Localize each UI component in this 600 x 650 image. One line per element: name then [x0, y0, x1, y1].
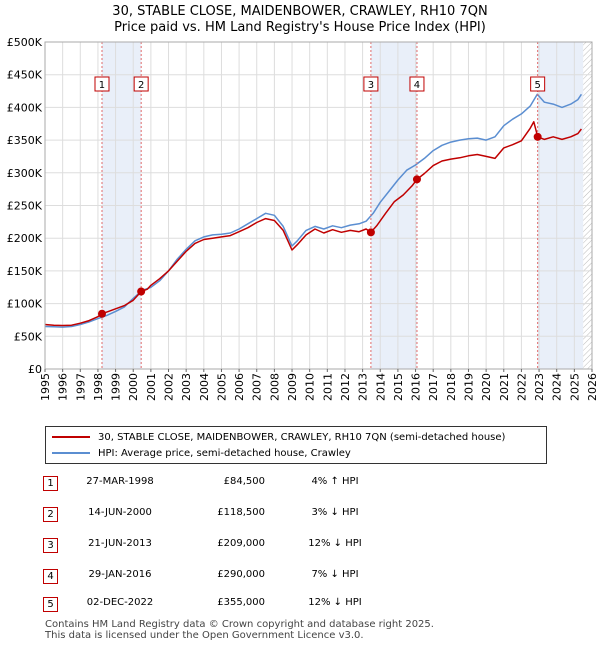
sale-marker-box [530, 76, 546, 92]
sale-hpi-diff: 7% ↓ HPI [311, 569, 359, 580]
x-tick-label: 2022 [515, 373, 528, 401]
x-tick-label: 2006 [233, 373, 246, 401]
sale-hpi-diff: 4% ↑ HPI [311, 476, 359, 487]
sale-date: 27-MAR-1998 [86, 476, 154, 487]
y-tick-label: £50K [14, 330, 43, 343]
y-tick-label: £350K [7, 134, 43, 147]
x-tick-label: 2024 [551, 373, 564, 401]
sale-price: £118,500 [217, 507, 265, 518]
sale-number: 5 [43, 597, 58, 612]
sale-marker-number: 1 [99, 80, 105, 91]
sale-number: 3 [43, 538, 58, 553]
legend-item-hpi: HPI: Average price, semi-detached house,… [52, 446, 351, 460]
x-tick-label: 2016 [410, 373, 423, 401]
sale-number: 2 [43, 507, 58, 522]
x-tick-label: 2010 [304, 373, 317, 401]
sale-date: 02-DEC-2022 [86, 597, 154, 608]
y-tick-label: £250K [7, 200, 43, 213]
x-tick-label: 2003 [180, 373, 193, 401]
sale-number: 4 [43, 569, 58, 584]
sale-price: £84,500 [223, 476, 265, 487]
y-tick-label: £450K [7, 69, 43, 82]
sale-row: 2 14-JUN-2000 £118,500 3% ↓ HPI [0, 507, 600, 527]
sale-marker-number: 5 [534, 80, 540, 91]
chart-title: 30, STABLE CLOSE, MAIDENBOWER, CRAWLEY, … [112, 4, 488, 19]
x-tick-label: 1997 [74, 373, 87, 401]
legend: 30, STABLE CLOSE, MAIDENBOWER, CRAWLEY, … [45, 426, 547, 464]
sale-date: 14-JUN-2000 [88, 507, 152, 518]
x-tick-label: 2021 [498, 373, 511, 401]
legend-label-property: 30, STABLE CLOSE, MAIDENBOWER, CRAWLEY, … [98, 431, 506, 443]
sale-date: 29-JAN-2016 [88, 569, 152, 580]
x-tick-label: 2017 [427, 373, 440, 401]
y-tick-label: £150K [7, 265, 43, 278]
sale-point [533, 132, 542, 141]
sale-number: 1 [43, 476, 58, 491]
footer-copyright: Contains HM Land Registry data © Crown c… [45, 619, 434, 630]
sale-marker-box [363, 76, 379, 92]
sale-row: 1 27-MAR-1998 £84,500 4% ↑ HPI [0, 476, 600, 496]
y-tick-label: £400K [7, 101, 43, 114]
sale-row: 5 02-DEC-2022 £355,000 12% ↓ HPI [0, 597, 600, 617]
x-tick-label: 1995 [39, 373, 52, 401]
legend-swatch-hpi [52, 452, 90, 454]
price-chart: 1 2 3 4 5 £0 £50K £100K £150K £200K £250K £300K £35… [7, 36, 599, 401]
x-tick-label: 2004 [198, 373, 211, 401]
x-tick-label: 2014 [374, 373, 387, 401]
sale-price: £355,000 [217, 597, 265, 608]
footer-licence: This data is licensed under the Open Gov… [45, 630, 364, 641]
sale-marker-number: 4 [414, 80, 420, 91]
sale-marker-number: 2 [138, 80, 144, 91]
chart-subtitle: Price paid vs. HM Land Registry's House … [114, 20, 486, 35]
x-tick-label: 2018 [445, 373, 458, 401]
legend-swatch-property [52, 436, 90, 438]
x-tick-label: 2007 [251, 373, 264, 401]
y-tick-label: £0 [28, 363, 42, 376]
sale-hpi-diff: 3% ↓ HPI [311, 507, 359, 518]
y-tick-label: £200K [7, 232, 43, 245]
x-tick-label: 2005 [215, 373, 228, 401]
x-tick-label: 2025 [568, 373, 581, 401]
legend-label-hpi: HPI: Average price, semi-detached house,… [98, 447, 351, 459]
sale-marker-number: 3 [368, 80, 374, 91]
sale-hpi-diff: 12% ↓ HPI [308, 538, 362, 549]
sale-point [97, 309, 106, 318]
x-tick-label: 1996 [57, 373, 70, 401]
x-tick-label: 2009 [286, 373, 299, 401]
y-tick-label: £500K [7, 36, 43, 49]
y-tick-label: £100K [7, 298, 43, 311]
x-tick-label: 2013 [357, 373, 370, 401]
sale-point [137, 287, 146, 296]
x-tick-label: 2008 [268, 373, 281, 401]
x-tick-label: 1998 [92, 373, 105, 401]
x-tick-label: 2019 [462, 373, 475, 401]
sale-marker-box [133, 76, 149, 92]
sale-marker-box [409, 76, 425, 92]
x-tick-label: 2012 [339, 373, 352, 401]
sale-point [366, 228, 375, 237]
x-tick-label: 2000 [127, 373, 140, 401]
sale-point [412, 175, 421, 184]
x-tick-label: 1999 [110, 373, 123, 401]
sale-date: 21-JUN-2013 [88, 538, 152, 549]
x-tick-label: 2001 [145, 373, 158, 401]
sale-row: 4 29-JAN-2016 £290,000 7% ↓ HPI [0, 569, 600, 589]
x-tick-label: 2020 [480, 373, 493, 401]
x-tick-label: 2026 [586, 373, 599, 401]
legend-item-property: 30, STABLE CLOSE, MAIDENBOWER, CRAWLEY, … [52, 430, 505, 444]
x-tick-label: 2011 [321, 373, 334, 401]
sale-price: £290,000 [217, 569, 265, 580]
x-tick-label: 2015 [392, 373, 405, 401]
property-price-line [44, 121, 582, 327]
y-tick-label: £300K [7, 167, 43, 180]
x-tick-label: 2002 [163, 373, 176, 401]
plot-frame [44, 41, 593, 370]
sale-marker-box [94, 76, 110, 92]
sale-price: £209,000 [217, 538, 265, 549]
x-tick-label: 2023 [533, 373, 546, 401]
sale-row: 3 21-JUN-2013 £209,000 12% ↓ HPI [0, 538, 600, 558]
sale-hpi-diff: 12% ↓ HPI [308, 597, 362, 608]
